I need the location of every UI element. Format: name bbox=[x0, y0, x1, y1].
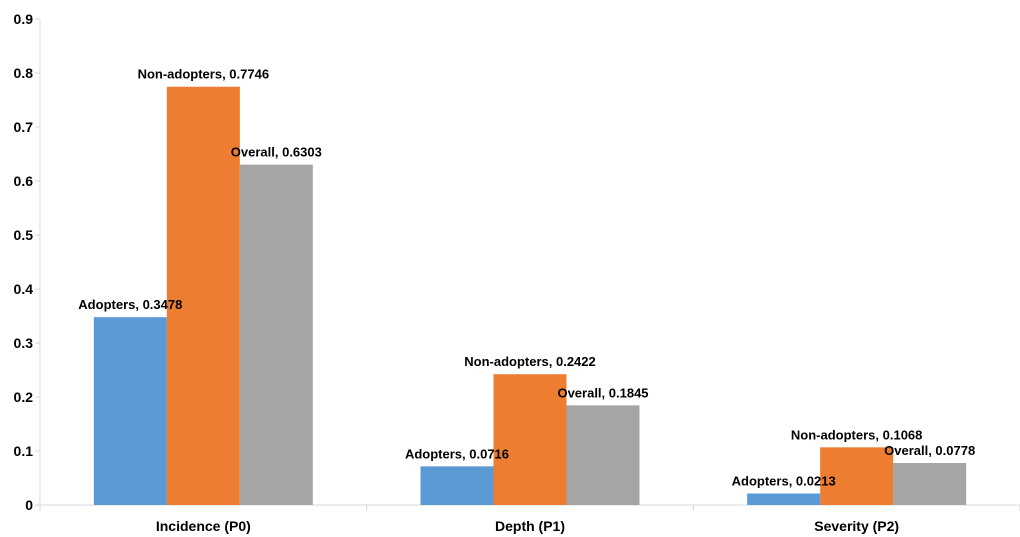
y-tick-label: 0.7 bbox=[14, 119, 34, 135]
bar bbox=[166, 86, 240, 505]
y-tick-label: 0.3 bbox=[14, 335, 34, 351]
data-label: Non-adopters, 0.2422 bbox=[464, 354, 596, 369]
y-tick-label: 0.4 bbox=[14, 281, 34, 297]
bar bbox=[93, 317, 167, 505]
data-label: Overall, 0.6303 bbox=[231, 145, 322, 160]
x-tick-label: Depth (P1) bbox=[495, 518, 565, 534]
y-tick-label: 0.1 bbox=[14, 443, 34, 459]
y-axis: 0 0.1 0.2 0.3 0.4 0.5 0.6 0.7 0.8 0.9 bbox=[14, 11, 41, 513]
y-tick-label: 0.6 bbox=[14, 173, 34, 189]
data-label: Adopters, 0.3478 bbox=[78, 297, 182, 312]
bar bbox=[820, 447, 894, 505]
bar bbox=[420, 466, 494, 505]
data-label: Overall, 0.0778 bbox=[884, 443, 975, 458]
y-tick-label: 0.8 bbox=[14, 65, 34, 81]
bar bbox=[566, 405, 640, 505]
bars bbox=[93, 86, 967, 505]
y-tick-label: 0.2 bbox=[14, 389, 34, 405]
x-axis: Incidence (P0) Depth (P1) Severity (P2) bbox=[39, 504, 1020, 534]
y-tick-label: 0.9 bbox=[14, 11, 34, 27]
data-label: Adopters, 0.0213 bbox=[732, 473, 836, 488]
data-label: Non-adopters, 0.1068 bbox=[791, 427, 923, 442]
y-tick-label: 0 bbox=[25, 497, 33, 513]
data-label: Overall, 0.1845 bbox=[557, 385, 648, 400]
bar bbox=[893, 462, 967, 505]
data-label: Non-adopters, 0.7746 bbox=[138, 67, 270, 82]
bar bbox=[239, 164, 313, 505]
x-tick-label: Incidence (P0) bbox=[156, 518, 251, 534]
x-tick-label: Severity (P2) bbox=[814, 518, 899, 534]
data-label: Adopters, 0.0716 bbox=[405, 446, 509, 461]
data-labels: Adopters, 0.3478 Non-adopters, 0.7746 Over… bbox=[78, 67, 975, 489]
y-tick-label: 0.5 bbox=[14, 227, 34, 243]
bar bbox=[493, 374, 567, 505]
bar bbox=[747, 493, 821, 505]
